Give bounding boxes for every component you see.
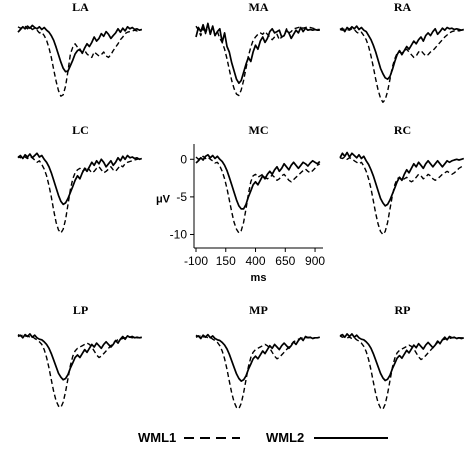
waveform-ra-wml2 [339, 25, 465, 81]
legend-label-wml2: WML2 [266, 430, 304, 445]
panel-title-mc: MC [249, 123, 269, 137]
x-axis-label: ms [251, 272, 267, 284]
y-tick-label-2: 0 [180, 152, 187, 166]
center-panel-axes: -10 -5 0 -100 150 400 650 900 μV ms [156, 144, 325, 284]
waveform-mp-wml1 [195, 334, 320, 410]
waveform-rc-wml1 [339, 156, 465, 236]
waveform-rp-wml1 [339, 335, 464, 410]
waveform-la-wml1 [17, 25, 142, 97]
y-axis-label: μV [156, 194, 171, 206]
waveform-lp-wml1 [17, 333, 142, 409]
waveform-rp-wml2 [339, 333, 465, 382]
x-tick-label-3: 650 [275, 254, 295, 268]
y-tick-label-1: -5 [176, 190, 187, 204]
x-tick-label-4: 900 [305, 254, 325, 268]
x-tick-label-2: 400 [246, 254, 266, 268]
waveform-mc-wml1 [195, 155, 321, 234]
x-tick-label-1: 150 [216, 254, 236, 268]
waveform-rc-wml2 [339, 151, 465, 207]
panel-title-rp: RP [395, 303, 411, 317]
legend: WML1 WML2 [138, 430, 388, 445]
waveform-ma-wml2 [195, 22, 320, 85]
waveform-mc-wml2 [195, 153, 321, 210]
waveform-mp-wml2 [195, 333, 321, 382]
waveform-lp-wml2 [17, 333, 143, 381]
panel-title-lc: LC [72, 123, 89, 137]
waveform-ma-wml1 [195, 25, 320, 97]
panel-title-ma: MA [249, 0, 269, 14]
waveform-la-wml2 [17, 24, 143, 73]
y-tick-label-0: -10 [170, 227, 188, 241]
waveform-ra-wml1 [339, 28, 464, 103]
x-tick-label-0: -100 [184, 254, 208, 268]
waveform-lc-wml1 [17, 154, 142, 234]
panel-title-rc: RC [394, 123, 411, 137]
legend-label-wml1: WML1 [138, 430, 176, 445]
panels-group: LA MA RA LC MC RC LP MP RP [17, 0, 465, 410]
waveform-lc-wml2 [17, 152, 143, 206]
panel-title-mp: MP [249, 303, 268, 317]
panel-title-ra: RA [394, 0, 412, 14]
panel-title-lp: LP [73, 303, 88, 317]
panel-title-la: LA [72, 0, 89, 14]
